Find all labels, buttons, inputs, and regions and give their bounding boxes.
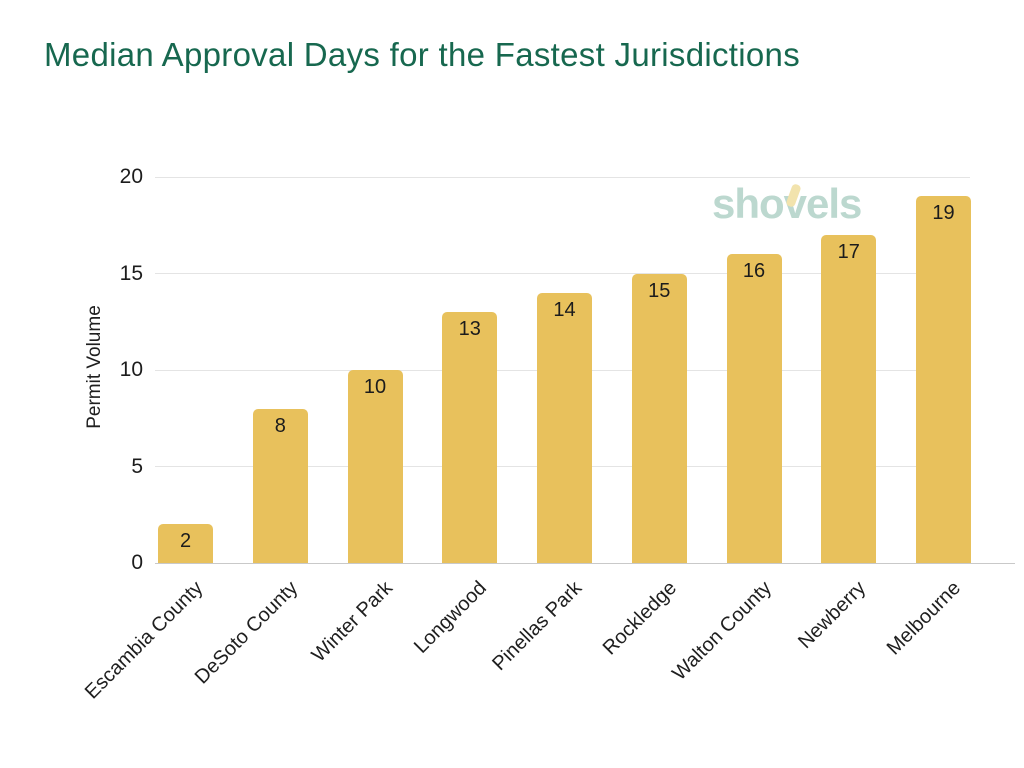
bar-value-label: 10 <box>363 376 387 398</box>
x-tick-label: Winter Park <box>307 577 397 667</box>
bar-value-label: 2 <box>179 530 192 553</box>
bar-longwood <box>442 312 498 563</box>
bar-walton-county <box>726 254 782 563</box>
bar-value-label: 16 <box>742 260 766 283</box>
bar-value-label: 8 <box>274 414 286 437</box>
bar-rockledge <box>631 273 687 563</box>
x-tick-label: Rockledge <box>598 577 681 660</box>
bar-value-label: 14 <box>553 298 576 321</box>
bar-escambia-county <box>158 524 213 563</box>
x-tick-label: Newberry <box>794 577 871 654</box>
logo-text-post: els <box>806 180 862 227</box>
bar-value-label: 15 <box>648 279 671 302</box>
x-tick-label: DeSoto County <box>190 577 302 689</box>
y-tick-label: 10 <box>119 358 143 381</box>
x-tick-label: Walton County <box>667 577 776 685</box>
bar-melbourne <box>916 196 971 563</box>
bar-value-label: 17 <box>837 240 860 263</box>
gridline <box>155 176 970 178</box>
bar-pinellas-park <box>537 292 592 563</box>
x-tick-label: Escambia County <box>80 577 208 704</box>
x-tick-label: Pinellas Park <box>487 577 587 676</box>
bar-value-label: 13 <box>458 318 481 341</box>
bar-winter-park <box>347 370 403 563</box>
y-tick-label: 0 <box>131 551 143 574</box>
bar-newberry <box>821 234 877 563</box>
logo-text-pre: sho <box>712 180 785 227</box>
y-tick-label: 15 <box>119 261 143 285</box>
x-tick-label: Longwood <box>410 577 492 658</box>
y-tick-label: 20 <box>119 165 143 188</box>
x-axis-baseline <box>155 562 1015 564</box>
bar-desoto-county <box>252 408 308 563</box>
bar-value-label: 19 <box>932 202 955 225</box>
shovels-logo: shovels <box>712 180 862 227</box>
y-tick-label: 5 <box>131 454 143 478</box>
x-tick-label: Melbourne <box>882 577 966 660</box>
chart-title: Median Approval Days for the Fastest Jur… <box>44 36 801 73</box>
gridline <box>155 273 970 274</box>
